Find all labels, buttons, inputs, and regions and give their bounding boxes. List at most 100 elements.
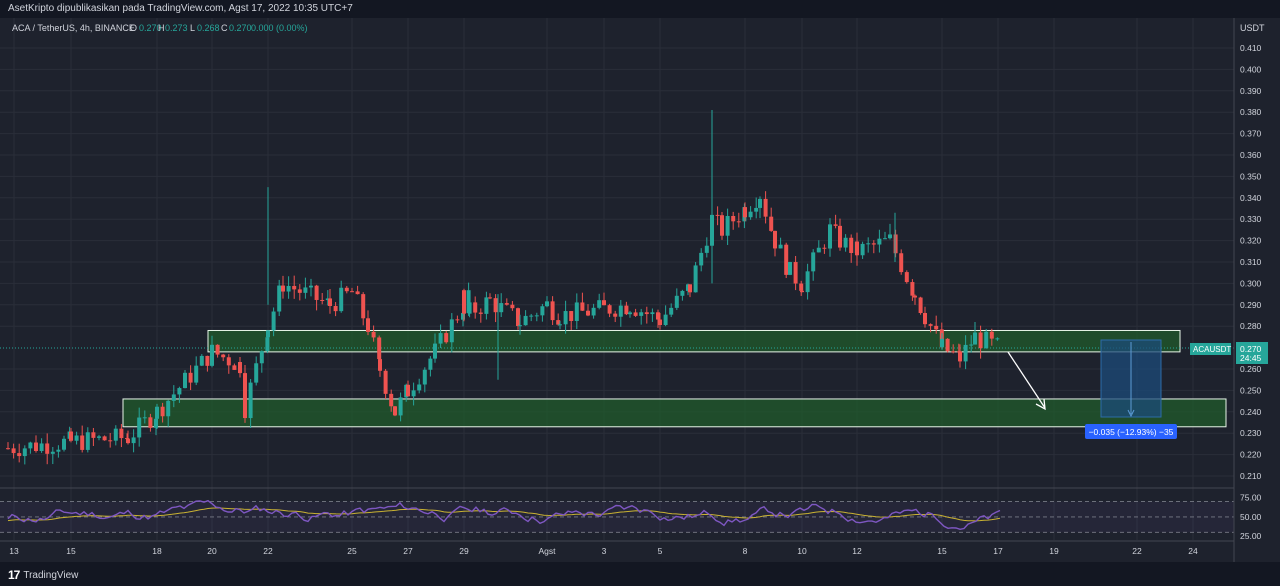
candle-body <box>455 319 460 321</box>
candle-body <box>142 417 147 419</box>
candle-body <box>232 365 237 370</box>
candle-body <box>639 312 644 316</box>
candle-body <box>478 312 483 314</box>
candle-body <box>669 307 674 315</box>
candle-body <box>433 343 437 359</box>
candle-body <box>715 214 720 216</box>
candle-body <box>56 449 61 452</box>
price-tick-label: 0.370 <box>1240 129 1262 139</box>
candle-body <box>377 337 382 360</box>
candle-body <box>693 265 698 293</box>
time-tick-label: Agst <box>538 546 556 556</box>
candle-body <box>913 295 917 298</box>
candle-body <box>989 331 994 339</box>
axes: 0.410 0.400 0.390 0.380 0.370 0.360 0.350 0.340… <box>0 18 1262 562</box>
measure-label: −0.035 (−12.93%) −35 <box>1085 424 1177 439</box>
time-tick-label: 15 <box>937 546 947 556</box>
candle-body <box>574 302 579 321</box>
candle-body <box>361 294 366 319</box>
candle-body <box>85 432 90 450</box>
candle-body <box>80 435 85 450</box>
candle-body <box>934 325 939 330</box>
candle-body <box>22 448 27 457</box>
last-price-countdown: 24:45 <box>1240 353 1262 363</box>
rsi-pane <box>0 499 1234 533</box>
measure-label-box <box>1085 424 1177 439</box>
candle-body <box>563 311 568 325</box>
candle-body <box>286 285 291 292</box>
price-tick-label: 0.260 <box>1240 364 1262 374</box>
candle-body <box>748 211 753 218</box>
price-tick-label: 0.350 <box>1240 171 1262 181</box>
candle-body <box>523 315 528 326</box>
candle-body <box>371 331 376 338</box>
candle-body <box>778 244 783 249</box>
candle-body <box>344 287 349 292</box>
price-tick-label: 0.300 <box>1240 278 1262 288</box>
candle-body <box>633 312 638 316</box>
tradingview-logo[interactable]: 17 TradingView <box>8 568 78 582</box>
price-tick-label: 0.320 <box>1240 236 1262 246</box>
footer: 17 TradingView <box>0 562 1280 586</box>
candle-body <box>860 243 865 256</box>
candle-body <box>504 303 509 305</box>
time-tick-label: 5 <box>658 546 663 556</box>
candle-body <box>529 315 534 317</box>
candle-body <box>39 443 44 451</box>
candle-body <box>995 338 1000 340</box>
legend-o-value: 0.270 <box>139 23 162 33</box>
candle-body <box>569 311 574 321</box>
time-tick-label: 22 <box>1132 546 1142 556</box>
time-tick-label: 10 <box>797 546 807 556</box>
candle-body <box>731 216 736 222</box>
candle-body <box>473 302 478 313</box>
candle-body <box>238 362 242 374</box>
candle-body <box>281 285 285 292</box>
candle-body <box>973 332 977 345</box>
candle-body <box>499 303 504 313</box>
candle-body <box>215 344 220 355</box>
candle-body <box>866 243 871 245</box>
candle-body <box>644 312 649 315</box>
candle-body <box>406 384 410 397</box>
candle-body <box>113 428 118 441</box>
measure-label-text: −0.035 (−12.93%) −35 <box>1089 427 1174 437</box>
price-chart[interactable]: 0.410 0.400 0.390 0.380 0.370 0.360 0.350 0.340… <box>0 0 1280 562</box>
price-tick-label: 0.410 <box>1240 43 1262 53</box>
rsi-tick-label: 50.00 <box>1240 512 1262 522</box>
candle-body <box>607 305 612 314</box>
candle-body <box>45 443 50 454</box>
candle-body <box>650 312 655 315</box>
candle-body <box>958 351 962 362</box>
candle-body <box>720 215 724 236</box>
price-tick-label: 0.290 <box>1240 300 1262 310</box>
time-tick-label: 3 <box>602 546 607 556</box>
ticker-tag <box>1190 343 1231 355</box>
legend-h-value: 0.273 <box>165 23 188 33</box>
price-tick-label: 0.250 <box>1240 385 1262 395</box>
candle-body <box>297 289 302 293</box>
candle-body <box>119 428 124 439</box>
candle-body <box>556 320 561 325</box>
time-tick-label: 20 <box>207 546 217 556</box>
chart-background <box>0 18 1234 562</box>
projection-arrow-head <box>1035 398 1046 411</box>
candle-body <box>309 285 313 288</box>
candles <box>6 110 1000 465</box>
candle-body <box>893 234 898 254</box>
candle-body <box>534 315 539 317</box>
legend: ACA / TetherUS, 4h, BINANCE O 0.270 H 0.… <box>12 23 308 33</box>
candle-body <box>314 285 319 300</box>
candle-body <box>518 325 522 327</box>
candle-body <box>339 287 344 312</box>
time-tick-label: 24 <box>1188 546 1198 556</box>
candle-body <box>923 312 927 325</box>
candle-body <box>328 298 332 306</box>
candle-body <box>188 372 193 383</box>
candle-body <box>763 198 768 217</box>
candle-body <box>799 283 804 291</box>
candle-body <box>516 308 520 326</box>
candle-body <box>951 351 956 353</box>
candle-body <box>833 224 838 226</box>
price-tick-label: 0.330 <box>1240 214 1262 224</box>
